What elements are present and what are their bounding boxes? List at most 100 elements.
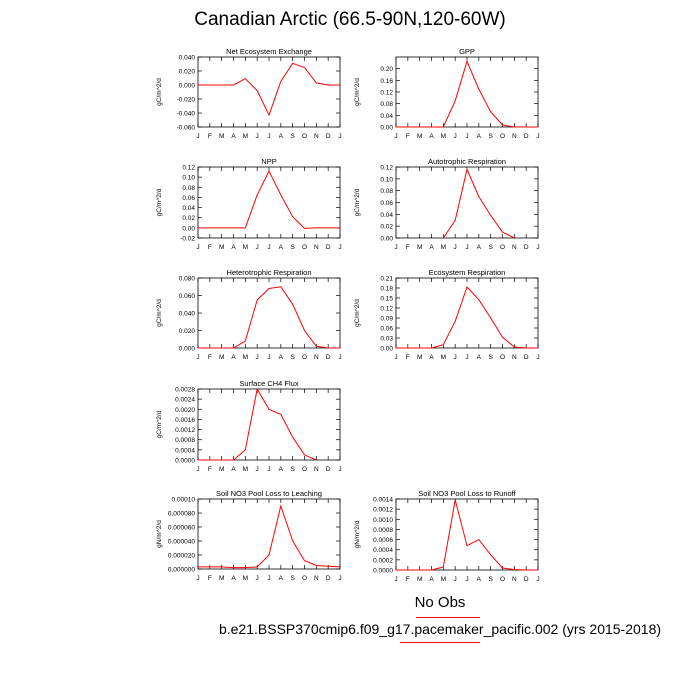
x-tick-label: J <box>465 354 468 361</box>
x-tick-label: N <box>314 466 319 473</box>
x-tick-label: A <box>231 244 236 251</box>
panel-6: Surface CH4 Flux 0.0000 0.0004 0.0008 0.0012… <box>156 379 342 473</box>
y-tick-label: 0.0014 <box>373 497 393 504</box>
x-tick-label: S <box>488 354 493 361</box>
panel-2: NPP -0.02 0.00 0.02 0.04 0.06 0.08 0.10 0.12 gC/m… <box>156 157 342 251</box>
y-tick-label: 0.000020 <box>168 553 195 560</box>
x-tick-label: J <box>536 133 539 140</box>
x-tick-label: S <box>290 244 295 251</box>
x-tick-label: S <box>488 576 493 583</box>
panel-title: Ecosystem Respiration <box>429 268 506 277</box>
x-tick-label: N <box>314 354 319 361</box>
y-tick-label: 0.08 <box>380 101 393 108</box>
y-tick-label: 0.10 <box>182 175 195 182</box>
panel-7: Soil NO3 Pool Loss to Leaching 0.000000 0.… <box>156 489 342 582</box>
x-tick-label: A <box>429 576 434 583</box>
legend-case-label: b.e21.BSSP370cmip6.f09_g17.pacemaker_pac… <box>218 621 662 637</box>
x-tick-label: J <box>196 466 199 473</box>
x-tick-label: J <box>267 466 270 473</box>
panel-4: Heterotrophic Respiration 0.000 0.020 0.040… <box>156 268 342 361</box>
y-tick-label: 0.04 <box>380 212 393 219</box>
y-axis-label: gC/m^2/d <box>156 188 163 216</box>
series-line <box>396 499 538 571</box>
x-tick-label: F <box>208 244 212 251</box>
y-tick-label: 0.000040 <box>168 539 195 546</box>
x-tick-label: A <box>279 575 284 582</box>
y-tick-label: 0.09 <box>380 316 393 323</box>
y-tick-label: 0.000 <box>179 83 196 90</box>
y-tick-label: -0.060 <box>177 125 196 132</box>
y-tick-label: 0.0000 <box>373 568 393 575</box>
y-tick-label: 0.000000 <box>168 567 195 574</box>
x-tick-label: F <box>406 576 410 583</box>
plot-frame <box>395 56 539 128</box>
x-tick-label: N <box>512 133 517 140</box>
x-tick-label: J <box>338 575 341 582</box>
panel-title: Soil NO3 Pool Loss to Leaching <box>216 489 322 498</box>
y-tick-label: 0.08 <box>380 188 393 195</box>
y-tick-label: 0.12 <box>182 165 195 172</box>
y-tick-label: 0.0010 <box>373 517 393 524</box>
x-tick-label: J <box>256 575 259 582</box>
x-tick-label: F <box>208 575 212 582</box>
y-axis-label: gN/m^2/d <box>156 520 163 548</box>
y-tick-label: 0.12 <box>380 165 393 172</box>
y-tick-label: 0.12 <box>380 306 393 313</box>
figure-title: Canadian Arctic (66.5-90N,120-60W) <box>194 9 506 30</box>
y-tick-label: 0.06 <box>182 195 195 202</box>
plot-frame <box>395 166 539 239</box>
x-tick-label: O <box>500 576 505 583</box>
x-tick-label: J <box>394 133 397 140</box>
x-tick-label: M <box>219 244 224 251</box>
x-tick-label: O <box>302 133 307 140</box>
x-tick-label: J <box>256 466 259 473</box>
y-tick-label: 0.0002 <box>373 557 393 564</box>
x-tick-label: S <box>488 133 493 140</box>
y-tick-label: 0.02 <box>380 224 393 231</box>
x-tick-label: A <box>477 133 482 140</box>
x-tick-label: J <box>454 244 457 251</box>
x-tick-label: F <box>406 133 410 140</box>
panel-title: Heterotrophic Respiration <box>226 268 311 277</box>
y-tick-label: 0.0012 <box>175 427 195 434</box>
x-tick-label: J <box>338 354 341 361</box>
y-tick-label: 0.20 <box>380 66 393 73</box>
series-line <box>198 169 340 229</box>
x-tick-label: O <box>500 354 505 361</box>
x-tick-label: J <box>196 133 199 140</box>
x-tick-label: J <box>267 354 270 361</box>
x-tick-label: J <box>196 244 199 251</box>
x-tick-label: M <box>243 133 248 140</box>
x-tick-label: J <box>454 576 457 583</box>
x-tick-label: N <box>314 133 319 140</box>
x-tick-label: S <box>290 133 295 140</box>
x-tick-label: N <box>512 244 517 251</box>
panel-title: GPP <box>459 47 475 56</box>
plot-frame <box>395 498 539 571</box>
x-tick-label: F <box>208 133 212 140</box>
x-tick-label: O <box>302 575 307 582</box>
y-tick-label: 0.04 <box>182 205 195 212</box>
y-tick-label: 0.0016 <box>175 417 195 424</box>
x-tick-label: J <box>196 575 199 582</box>
x-tick-label: J <box>536 244 539 251</box>
y-tick-label: 0.0006 <box>373 537 393 544</box>
x-tick-label: J <box>536 354 539 361</box>
x-tick-label: N <box>512 576 517 583</box>
y-tick-label: 0.0004 <box>373 547 393 554</box>
y-axis-label: gC/m^2/d <box>354 299 361 327</box>
x-tick-label: A <box>279 354 284 361</box>
legend-obs-line <box>416 617 480 618</box>
y-tick-label: 0.0020 <box>175 407 195 414</box>
panel-title: Net Ecosystem Exchange <box>226 47 312 56</box>
x-tick-label: M <box>219 133 224 140</box>
x-tick-label: J <box>267 133 270 140</box>
y-tick-label: -0.02 <box>180 236 195 243</box>
x-tick-label: J <box>267 244 270 251</box>
y-tick-label: 0.0028 <box>175 387 195 394</box>
x-tick-label: O <box>500 133 505 140</box>
x-tick-label: M <box>417 133 422 140</box>
y-tick-label: 0.0004 <box>175 447 195 454</box>
x-tick-label: J <box>536 576 539 583</box>
